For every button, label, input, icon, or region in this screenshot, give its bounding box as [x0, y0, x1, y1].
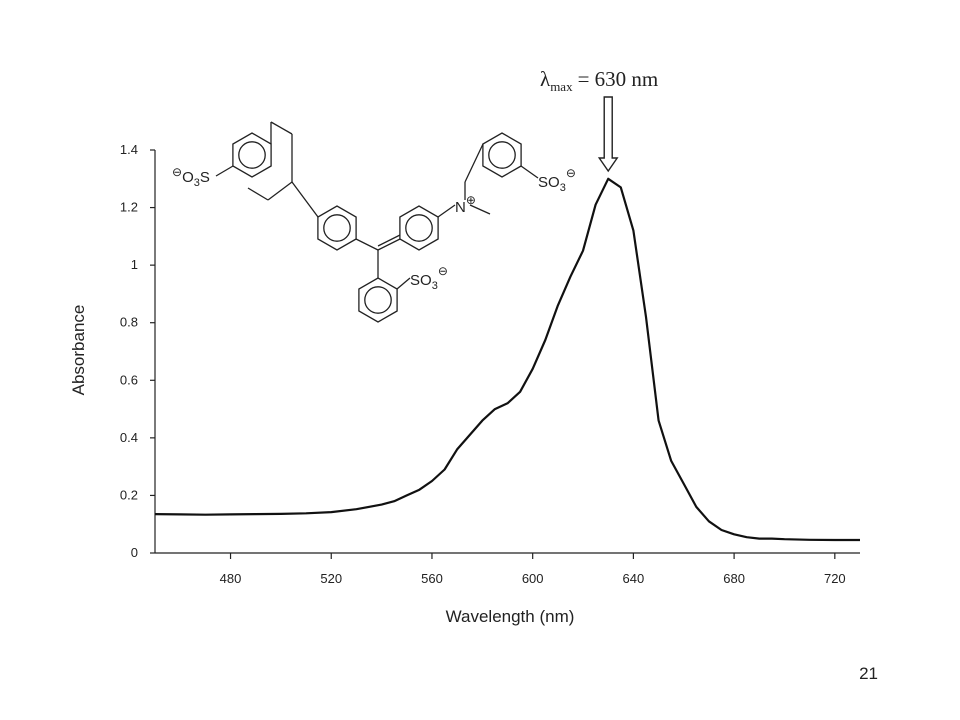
structure-label: N⊕	[455, 193, 476, 216]
bond	[291, 181, 319, 218]
ring-inner	[323, 214, 351, 242]
bond	[437, 204, 456, 218]
structure-label: SO3⊖	[410, 264, 448, 292]
annotation-arrow	[597, 96, 619, 173]
bond	[520, 165, 539, 179]
y-tick-label: 1.4	[120, 142, 138, 157]
x-tick-label: 680	[723, 571, 745, 586]
ring-inner	[488, 141, 516, 169]
y-tick-label: 1	[131, 257, 138, 272]
x-tick-label: 560	[421, 571, 443, 586]
ring-inner	[405, 214, 433, 242]
x-tick-label: 520	[320, 571, 342, 586]
bond	[355, 238, 379, 251]
chemical-structure	[215, 121, 539, 323]
x-tick-label: 480	[220, 571, 242, 586]
x-tick-label: 640	[623, 571, 645, 586]
annotation: λmax = 630 nm	[540, 67, 658, 94]
y-tick-label: 0.6	[120, 372, 138, 387]
y-tick-label: 1.2	[120, 200, 138, 215]
bond	[377, 234, 401, 247]
bond	[247, 187, 269, 201]
bond	[469, 204, 491, 215]
x-tick-label: 720	[824, 571, 846, 586]
x-tick-label: 600	[522, 571, 544, 586]
structure-label: ⊖O3S	[172, 165, 210, 189]
bond	[377, 238, 401, 251]
bond	[270, 121, 293, 135]
y-tick-label: 0.2	[120, 487, 138, 502]
x-axis-label: Wavelength (nm)	[446, 607, 575, 626]
bond	[215, 165, 234, 177]
ring-inner	[238, 141, 266, 169]
structure-label: SO3⊖	[538, 166, 576, 194]
y-tick-label: 0	[131, 545, 138, 560]
bond	[267, 181, 293, 201]
bond	[464, 143, 484, 183]
y-tick-label: 0.4	[120, 430, 138, 445]
ring-inner	[364, 286, 392, 314]
bond	[396, 277, 411, 290]
page-number: 21	[859, 664, 878, 683]
y-tick-label: 0.8	[120, 315, 138, 330]
spectrum-line	[154, 177, 860, 542]
y-axis-label: Absorbance	[69, 305, 88, 396]
